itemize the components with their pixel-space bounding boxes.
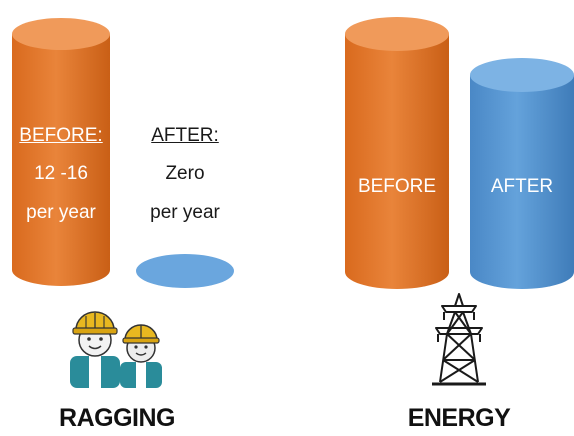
ragging-after-value: Zero bbox=[165, 163, 205, 184]
ragging-after-bar bbox=[136, 254, 234, 288]
energy-before-bar bbox=[345, 17, 449, 289]
ragging-after-unit: per year bbox=[150, 202, 220, 223]
ragging-before-bar bbox=[12, 18, 110, 286]
ragging-before-value: 12 -16 bbox=[34, 163, 88, 184]
energy-label: ENERGY bbox=[407, 404, 511, 432]
ragging-after-heading: AFTER: bbox=[151, 125, 219, 146]
energy-after-bar bbox=[470, 58, 574, 289]
power-tower-icon bbox=[428, 290, 490, 388]
energy-after-label: AFTER bbox=[490, 176, 554, 197]
workers-icon bbox=[62, 300, 172, 390]
energy-before-label: BEFORE bbox=[357, 176, 437, 197]
ragging-before-heading: BEFORE: bbox=[19, 125, 103, 146]
ragging-before-unit: per year bbox=[26, 202, 96, 223]
ragging-label: RAGGING bbox=[59, 404, 175, 432]
